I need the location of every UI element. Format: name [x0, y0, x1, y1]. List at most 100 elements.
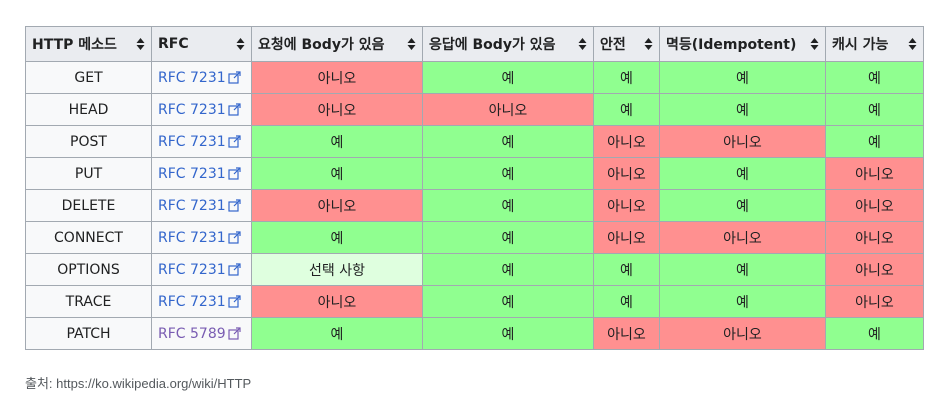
- cell-rfc: RFC 7231: [151, 189, 252, 222]
- external-link-icon: [228, 231, 241, 244]
- cell-request-body: 예: [251, 317, 423, 350]
- cell-safe: 아니오: [593, 221, 660, 254]
- cell-method: PUT: [25, 157, 152, 190]
- header-label: 요청에 Body가 있음: [258, 37, 385, 53]
- external-link-icon: [228, 103, 241, 116]
- rfc-link[interactable]: RFC 7231: [158, 198, 241, 214]
- cell-rfc: RFC 7231: [151, 221, 252, 254]
- http-methods-table-container: HTTP 메소드 RFC 요청에 Body가 있음 응답에 Body가 있음 안전 멱등(…: [25, 26, 924, 350]
- table-row: OPTIONS RFC 7231 선택 사항 예 예 예 아니오: [25, 253, 924, 286]
- cell-idempotent: 아니오: [659, 317, 826, 350]
- external-link-icon: [228, 199, 241, 212]
- rfc-link[interactable]: RFC 7231: [158, 262, 241, 278]
- cell-safe: 아니오: [593, 189, 660, 222]
- table-header-row: HTTP 메소드 RFC 요청에 Body가 있음 응답에 Body가 있음 안전 멱등(…: [25, 26, 924, 62]
- cell-response-body: 예: [422, 221, 594, 254]
- cell-cacheable: 아니오: [825, 285, 924, 318]
- header-cacheable[interactable]: 캐시 가능: [825, 26, 924, 62]
- header-label: RFC: [158, 36, 189, 52]
- cell-safe: 아니오: [593, 317, 660, 350]
- cell-safe: 예: [593, 285, 660, 318]
- sort-updown-icon[interactable]: [236, 37, 245, 51]
- external-link-icon: [228, 135, 241, 148]
- cell-request-body: 아니오: [251, 189, 423, 222]
- cell-idempotent: 예: [659, 93, 826, 126]
- table-body: GET RFC 7231 아니오 예 예 예 예 HEAD RFC 7231 아니오 아니오 예 예 예 P…: [25, 61, 924, 350]
- cell-cacheable: 아니오: [825, 157, 924, 190]
- cell-response-body: 예: [422, 285, 594, 318]
- cell-rfc: RFC 7231: [151, 93, 252, 126]
- cell-idempotent: 아니오: [659, 125, 826, 158]
- cell-request-body: 아니오: [251, 93, 423, 126]
- cell-safe: 아니오: [593, 125, 660, 158]
- rfc-link[interactable]: RFC 7231: [158, 166, 241, 182]
- table-row: PATCH RFC 5789 예 예 아니오 아니오 예: [25, 317, 924, 350]
- cell-rfc: RFC 7231: [151, 157, 252, 190]
- rfc-link-label: RFC 7231: [158, 293, 226, 310]
- external-link-icon: [228, 295, 241, 308]
- header-label: 캐시 가능: [832, 37, 889, 53]
- cell-safe: 아니오: [593, 157, 660, 190]
- rfc-link[interactable]: RFC 7231: [158, 294, 241, 310]
- sort-updown-icon[interactable]: [810, 37, 819, 51]
- cell-method: OPTIONS: [25, 253, 152, 286]
- table-row: TRACE RFC 7231 아니오 예 예 예 아니오: [25, 285, 924, 318]
- sort-updown-icon[interactable]: [908, 37, 917, 51]
- header-safe[interactable]: 안전: [593, 26, 660, 62]
- header-request-body[interactable]: 요청에 Body가 있음: [251, 26, 423, 62]
- cell-idempotent: 예: [659, 253, 826, 286]
- cell-request-body: 아니오: [251, 285, 423, 318]
- cell-idempotent: 예: [659, 61, 826, 94]
- cell-idempotent: 아니오: [659, 221, 826, 254]
- cell-safe: 예: [593, 93, 660, 126]
- table-row: GET RFC 7231 아니오 예 예 예 예: [25, 61, 924, 94]
- cell-response-body: 예: [422, 253, 594, 286]
- external-link-icon: [228, 263, 241, 276]
- cell-rfc: RFC 5789: [151, 317, 252, 350]
- cell-rfc: RFC 7231: [151, 125, 252, 158]
- cell-method: CONNECT: [25, 221, 152, 254]
- cell-response-body: 예: [422, 61, 594, 94]
- cell-cacheable: 아니오: [825, 189, 924, 222]
- sort-updown-icon[interactable]: [644, 37, 653, 51]
- cell-idempotent: 예: [659, 157, 826, 190]
- cell-method: DELETE: [25, 189, 152, 222]
- rfc-link[interactable]: RFC 7231: [158, 134, 241, 150]
- rfc-link-label: RFC 7231: [158, 197, 226, 214]
- header-idempotent[interactable]: 멱등(Idempotent): [659, 26, 826, 62]
- sort-updown-icon[interactable]: [578, 37, 587, 51]
- header-label: 멱등(Idempotent): [666, 37, 797, 53]
- header-rfc[interactable]: RFC: [151, 26, 252, 62]
- cell-cacheable: 예: [825, 61, 924, 94]
- rfc-link[interactable]: RFC 7231: [158, 70, 241, 86]
- cell-idempotent: 예: [659, 285, 826, 318]
- rfc-link-label: RFC 7231: [158, 261, 226, 278]
- cell-request-body: 예: [251, 221, 423, 254]
- cell-rfc: RFC 7231: [151, 285, 252, 318]
- sort-updown-icon[interactable]: [136, 37, 145, 51]
- table-row: HEAD RFC 7231 아니오 아니오 예 예 예: [25, 93, 924, 126]
- cell-response-body: 예: [422, 189, 594, 222]
- cell-request-body: 예: [251, 157, 423, 190]
- rfc-link[interactable]: RFC 7231: [158, 230, 241, 246]
- cell-method: GET: [25, 61, 152, 94]
- cell-safe: 예: [593, 253, 660, 286]
- cell-cacheable: 예: [825, 93, 924, 126]
- header-label: HTTP 메소드: [32, 37, 117, 53]
- cell-method: PATCH: [25, 317, 152, 350]
- header-response-body[interactable]: 응답에 Body가 있음: [422, 26, 594, 62]
- header-http-method[interactable]: HTTP 메소드: [25, 26, 152, 62]
- cell-response-body: 예: [422, 125, 594, 158]
- rfc-link[interactable]: RFC 7231: [158, 102, 241, 118]
- cell-response-body: 예: [422, 317, 594, 350]
- rfc-link[interactable]: RFC 5789: [158, 326, 241, 342]
- cell-cacheable: 예: [825, 125, 924, 158]
- cell-cacheable: 아니오: [825, 253, 924, 286]
- header-label: 안전: [600, 37, 626, 53]
- cell-method: HEAD: [25, 93, 152, 126]
- sort-updown-icon[interactable]: [407, 37, 416, 51]
- cell-request-body: 예: [251, 125, 423, 158]
- cell-safe: 예: [593, 61, 660, 94]
- cell-idempotent: 예: [659, 189, 826, 222]
- cell-request-body: 아니오: [251, 61, 423, 94]
